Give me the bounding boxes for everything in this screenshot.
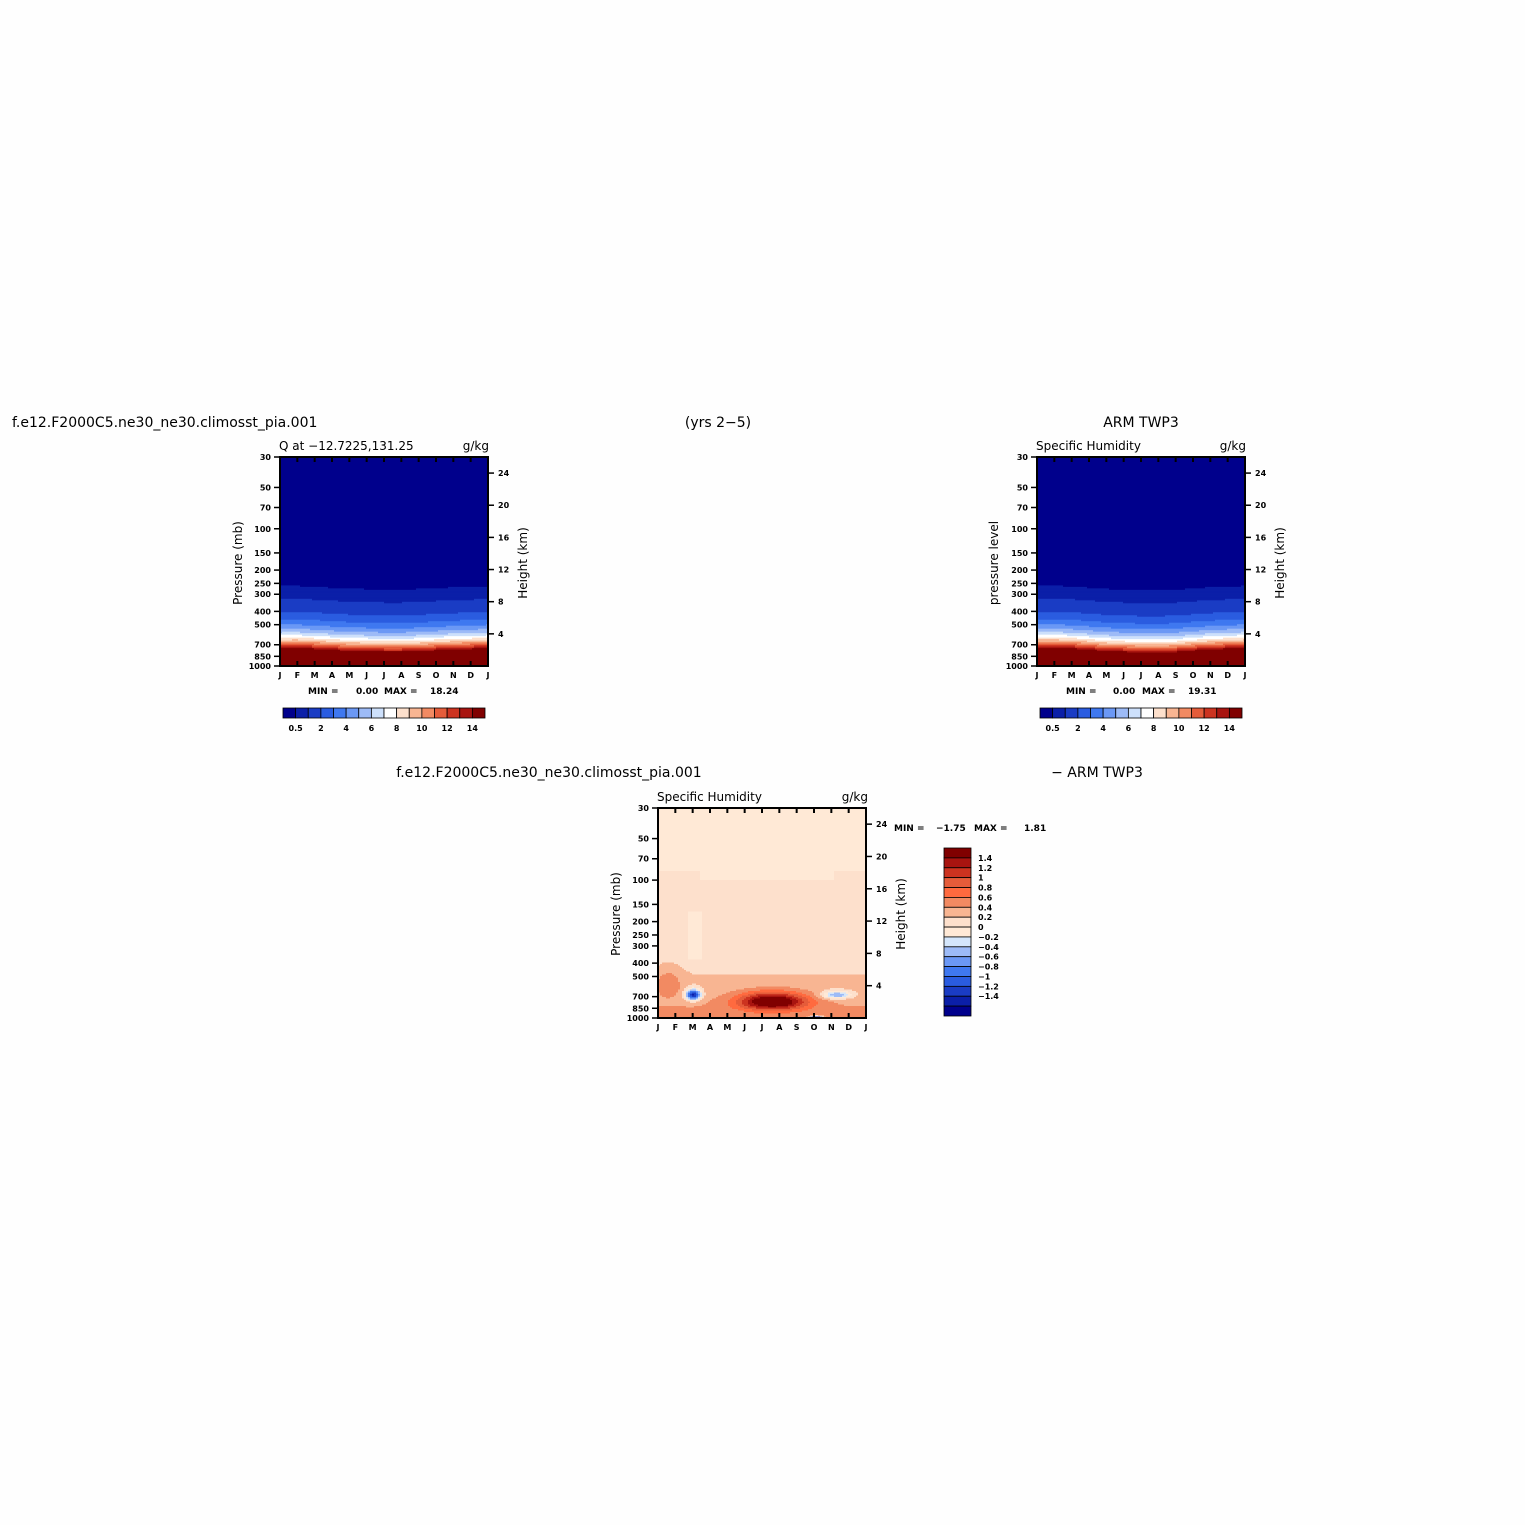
model-y-axis-title: Pressure (mb) (231, 521, 245, 605)
model-y2-axis-title: Height (km) (516, 527, 530, 598)
model-contour-plot: J F M A M J J A S O N D J305070100150200250300400500… (249, 453, 510, 680)
years-label: (yrs 2−5) (685, 415, 751, 431)
diff-title-model: f.e12.F2000C5.ne30_ne30.climosst_pia.001 (396, 765, 701, 781)
model-stats: MIN = 0.00 MAX = 18.24 (308, 687, 458, 697)
model-run-title: f.e12.F2000C5.ne30_ne30.climosst_pia.001 (12, 415, 317, 431)
diff-title-obs: − ARM TWP3 (1051, 765, 1143, 781)
model-subtitle: Q at −12.7225,131.25 (279, 439, 414, 453)
max-label: MAX = (384, 687, 418, 697)
min-label: MIN = (308, 687, 339, 697)
min-value: 0.00 (356, 687, 378, 697)
obs-title: ARM TWP3 (1103, 415, 1179, 431)
max-value: 18.24 (430, 687, 458, 697)
model-units: g/kg (463, 439, 489, 453)
